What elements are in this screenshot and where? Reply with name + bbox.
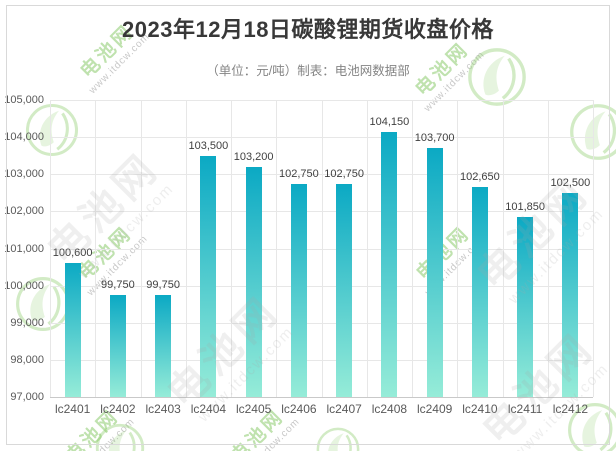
chart-subtitle: （单位：元/吨）制表：电池网数据部 xyxy=(206,64,410,78)
x-tick-label: lc2404 xyxy=(190,402,227,416)
bar-lc2403 xyxy=(155,294,172,397)
bar-value-label: 99,750 xyxy=(101,278,135,291)
x-tick-label: lc2401 xyxy=(54,402,91,416)
y-axis: 97,000 98,000 99,000 100,000 101,000 102,000 1… xyxy=(0,94,44,403)
y-tick-label: 100,000 xyxy=(4,279,44,292)
bar-lc2404 xyxy=(200,155,217,397)
bar-value-label: 102,750 xyxy=(324,167,365,180)
watermark-site-text: www.itdcw.com xyxy=(237,416,303,451)
gridline-vertical xyxy=(321,100,323,397)
y-tick-label: 104,000 xyxy=(4,131,44,144)
bar-value-label: 99,750 xyxy=(146,278,180,291)
bar-value-label: 100,600 xyxy=(52,247,93,260)
bar-lc2409 xyxy=(426,148,443,397)
y-tick-label: 99,000 xyxy=(10,316,44,329)
gridline-vertical xyxy=(140,100,142,397)
bar-value-label: 102,650 xyxy=(459,171,500,184)
gridline-vertical xyxy=(95,100,97,397)
gridline-vertical xyxy=(366,100,368,397)
bar-lc2401 xyxy=(64,263,81,397)
gridline-vertical xyxy=(457,100,459,397)
watermark-swirl-logo-icon xyxy=(315,426,361,451)
chart-title: 2023年12月18日碳酸锂期货收盘价格 xyxy=(122,17,494,42)
x-tick-label: lc2410 xyxy=(462,402,498,416)
bar-lc2406 xyxy=(290,183,307,397)
bar-value-label: 101,850 xyxy=(505,200,546,213)
y-tick-label: 101,000 xyxy=(4,242,44,255)
bar-value-label: 102,750 xyxy=(278,167,319,180)
gridline-vertical xyxy=(185,100,187,397)
bar-lc2408 xyxy=(381,131,398,397)
y-tick-label: 102,000 xyxy=(4,205,44,218)
x-tick-label: lc2406 xyxy=(281,402,317,416)
gridline-vertical xyxy=(50,100,51,397)
bar-value-label: 104,150 xyxy=(369,115,410,128)
x-tick-label: lc2408 xyxy=(371,402,408,416)
x-tick-label: lc2412 xyxy=(552,402,589,416)
x-tick-label: lc2409 xyxy=(416,402,453,416)
x-tick-label: lc2402 xyxy=(100,402,136,416)
x-tick-label: lc2411 xyxy=(507,402,543,416)
bar-lc2407 xyxy=(336,183,353,397)
y-tick-label: 97,000 xyxy=(10,391,44,403)
gridline-vertical xyxy=(593,100,594,397)
bar-value-label: 103,200 xyxy=(233,150,274,163)
bar-value-label: 103,500 xyxy=(188,139,229,152)
y-tick-label: 98,000 xyxy=(10,353,44,366)
watermark-site-text: www.itdcw.com xyxy=(72,416,138,451)
bar-lc2402 xyxy=(109,294,126,397)
x-tick-label: lc2405 xyxy=(235,402,272,416)
gridline-vertical xyxy=(276,100,278,397)
bar-lc2410 xyxy=(471,187,488,397)
gridline-vertical xyxy=(412,100,413,397)
gridline-vertical xyxy=(502,100,504,397)
bar-lc2405 xyxy=(245,166,262,397)
x-axis: lc2401 lc2402 lc2403 lc2404 lc2405 lc2406 lc24… xyxy=(50,402,593,420)
plot-area: 100,600 99,750 99,750 103,500 103,200 102,750… xyxy=(50,100,594,398)
bar-value-label: 103,700 xyxy=(414,132,455,145)
x-axis-line xyxy=(50,397,593,398)
y-tick-label: 103,000 xyxy=(4,168,44,181)
bar-lc2412 xyxy=(562,192,579,397)
gridline-vertical xyxy=(547,100,549,397)
gridline-vertical xyxy=(231,100,232,397)
y-tick-label: 105,000 xyxy=(4,94,44,106)
watermark-swirl-logo-icon xyxy=(94,422,146,451)
bar-lc2411 xyxy=(517,216,534,397)
x-tick-label: lc2403 xyxy=(145,402,181,416)
bar-value-label: 102,500 xyxy=(550,176,591,189)
x-tick-label: lc2407 xyxy=(326,402,362,416)
